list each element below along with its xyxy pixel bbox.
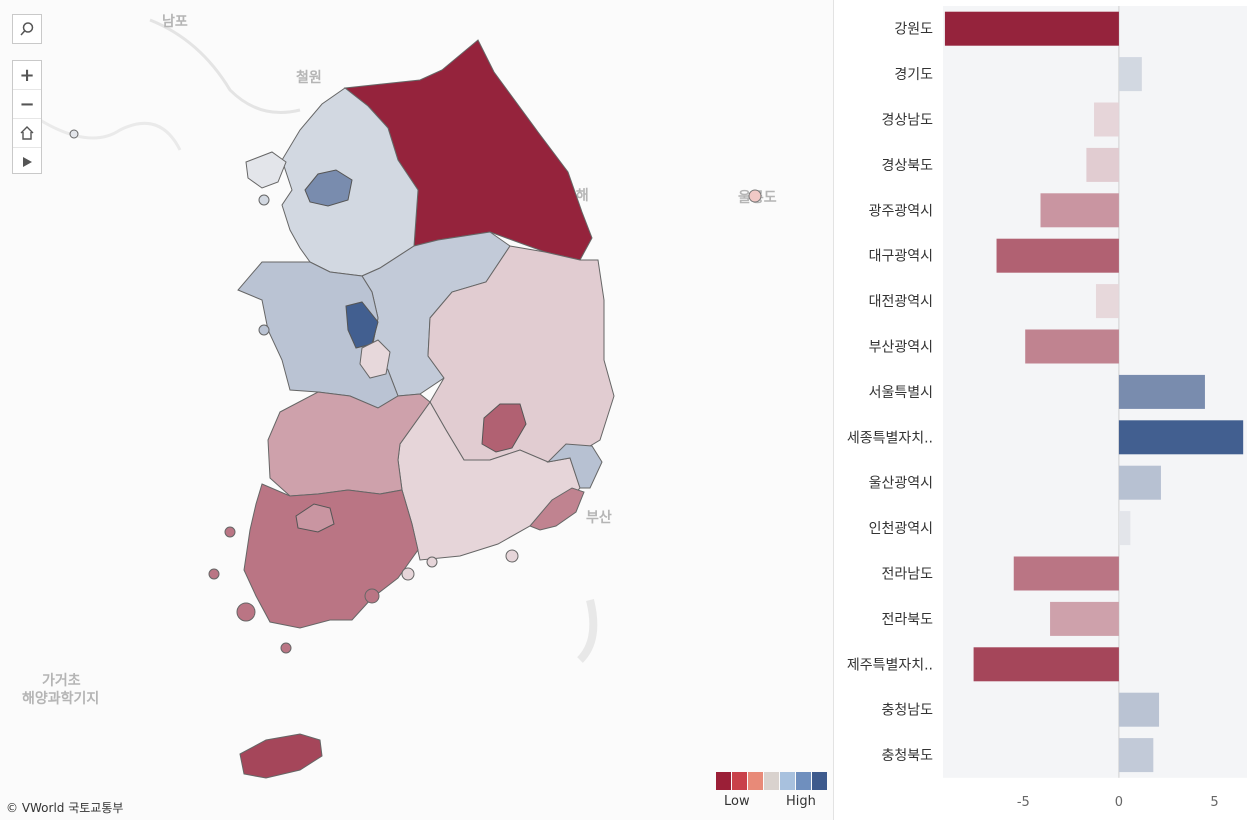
bg-coastline-2 [39,118,182,151]
bar[interactable] [1050,601,1119,636]
bar[interactable] [1025,329,1119,364]
search-icon [20,22,34,36]
bar[interactable] [1118,692,1160,727]
region-gwangju[interactable] [295,503,335,533]
region-jeonbuk[interactable] [267,391,431,497]
bg-label-nampo: 남포 [162,13,188,30]
pan-mode-button[interactable] [13,147,41,176]
bg-coastline [149,18,301,114]
island-jeonnam-2 [208,568,220,580]
legend-swatch [748,772,763,790]
bar[interactable] [1040,193,1119,228]
legend-swatch [764,772,779,790]
legend-high-label: High [786,794,816,809]
island-incheon-1 [258,194,270,206]
plus-icon: + [19,64,35,86]
region-jeonnam[interactable] [243,483,419,629]
bar[interactable] [1118,738,1154,773]
bar[interactable] [1013,556,1119,591]
zoom-in-button[interactable]: + [13,61,41,89]
bg-label-gageocho: 가거초 [42,673,81,689]
category-label: 경기도 [894,67,933,83]
reset-view-button[interactable] [13,118,41,147]
x-tick-label: 5 [1210,795,1218,810]
region-busan[interactable] [529,487,585,531]
bar-chart: 강원도경기도경상남도경상북도광주광역시대구광역시대전광역시부산광역시서울특별시세… [847,6,1247,810]
category-label: 제주특별자치.. [847,657,933,673]
island-incheon-2 [69,129,79,139]
category-label: 대전광역시 [869,294,933,310]
region-seoul[interactable] [304,169,353,207]
x-tick-label: -5 [1017,795,1030,810]
region-daegu[interactable] [481,403,527,453]
bg-tsushima [577,599,598,663]
island-jeonnam-5 [364,588,380,604]
island-gyeongnam-3 [505,549,519,563]
bar[interactable] [1094,102,1119,137]
map-copyright: © VWorld 국토교통부 [6,801,124,815]
category-label: 세종특별자치.. [847,430,933,446]
category-label: 전라북도 [881,612,933,628]
color-legend: Low High [716,772,828,809]
island-jeonnam-3 [236,602,256,622]
map-search-button[interactable] [12,14,42,44]
x-tick-label: 0 [1115,795,1123,810]
minus-icon: − [19,93,35,115]
category-label: 광주광역시 [869,203,933,219]
category-label: 인천광역시 [869,521,933,537]
legend-swatches [716,772,828,794]
category-label: 충청북도 [881,748,933,764]
region-incheon[interactable] [245,151,287,189]
category-label: 경상북도 [881,158,933,174]
bg-label-busan: 부산 [586,509,612,526]
zoom-out-button[interactable]: − [13,89,41,118]
category-label: 울산광역시 [869,476,933,492]
play-arrow-icon [23,157,32,167]
ulleung-island [748,189,762,203]
bg-label-cheolwon: 철원 [296,70,322,86]
bar[interactable] [1118,420,1244,455]
island-jeonnam-4 [280,642,292,654]
island-gyeongnam-2 [426,556,438,568]
category-label: 부산광역시 [869,340,933,356]
legend-low-label: Low [724,794,750,809]
category-label: 경상남도 [881,113,933,129]
category-label: 강원도 [894,22,933,38]
bar[interactable] [996,238,1119,273]
map-panel[interactable]: 남포 철원 동해 울릉도 부산 가거초 해양과학기지 [0,0,834,820]
region-ulsan[interactable] [546,443,603,489]
bar[interactable] [1118,511,1131,546]
category-label: 전라남도 [881,567,933,583]
legend-swatch [796,772,811,790]
legend-swatch [732,772,747,790]
legend-swatch [812,772,827,790]
home-icon [20,126,34,140]
island-gyeongnam-1 [401,567,415,581]
bar[interactable] [1118,57,1142,92]
choropleth-map[interactable]: 남포 철원 동해 울릉도 부산 가거초 해양과학기지 [0,0,834,820]
legend-swatch [780,772,795,790]
island-jeonnam-1 [224,526,236,538]
legend-swatch [716,772,731,790]
category-label: 충청남도 [881,703,933,719]
bg-label-gageocho-base: 해양과학기지 [22,691,99,707]
region-jeju[interactable] [239,733,323,779]
region-daejeon[interactable] [359,339,391,379]
island-chungnam-1 [258,324,270,336]
category-label: 대구광역시 [869,249,933,265]
bar[interactable] [944,11,1119,46]
bar[interactable] [1095,284,1119,319]
bar[interactable] [1118,374,1205,409]
category-label: 서울특별시 [869,385,933,401]
bar[interactable] [973,647,1119,682]
bar[interactable] [1086,147,1119,182]
bar[interactable] [1118,465,1161,500]
map-zoom-controls: + − [12,60,42,174]
